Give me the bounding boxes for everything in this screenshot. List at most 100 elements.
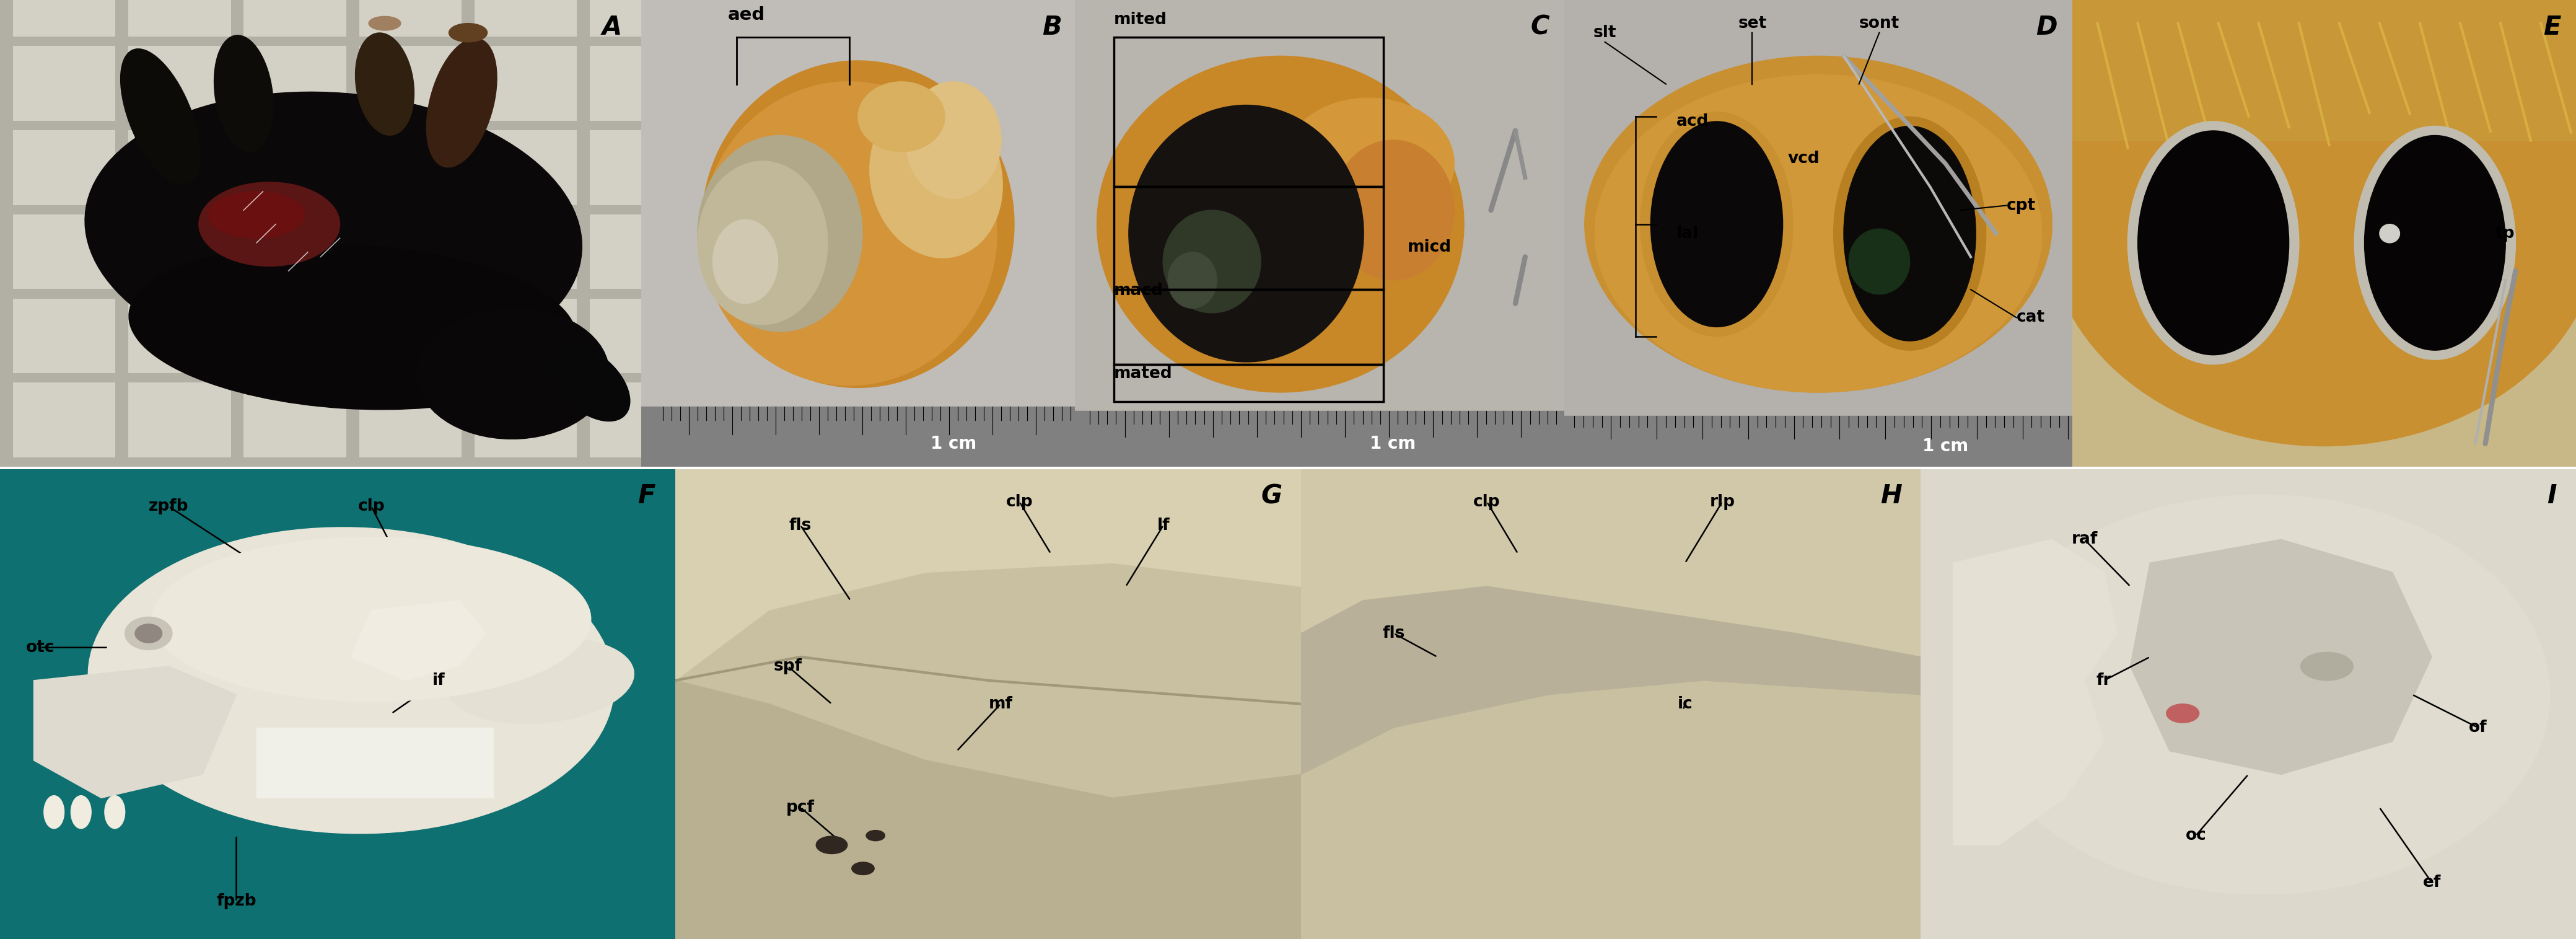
Text: if: if: [433, 672, 446, 688]
Ellipse shape: [853, 862, 873, 875]
Ellipse shape: [1162, 210, 1260, 313]
Text: lf: lf: [1157, 517, 1170, 533]
Text: spf: spf: [773, 658, 801, 674]
Ellipse shape: [701, 61, 1015, 388]
Ellipse shape: [1167, 253, 1216, 308]
Bar: [1564, 416, 2071, 467]
Ellipse shape: [1973, 495, 2550, 894]
Polygon shape: [2130, 539, 2432, 775]
Bar: [2071, 0, 2576, 140]
Ellipse shape: [1625, 709, 1718, 747]
Polygon shape: [33, 667, 237, 798]
Ellipse shape: [1834, 116, 1986, 350]
Text: mated: mated: [1113, 365, 1172, 381]
Ellipse shape: [1283, 98, 1455, 229]
Ellipse shape: [1641, 112, 1793, 336]
Ellipse shape: [88, 528, 613, 834]
Ellipse shape: [214, 36, 273, 151]
Text: E: E: [2543, 14, 2561, 40]
Bar: [1113, 187, 1383, 289]
Text: 1 cm: 1 cm: [1370, 435, 1417, 453]
Ellipse shape: [2354, 126, 2517, 360]
Ellipse shape: [714, 220, 778, 303]
Text: D: D: [2035, 14, 2058, 40]
Ellipse shape: [368, 16, 402, 30]
Text: H: H: [1880, 483, 1901, 509]
Text: lal: lal: [1677, 225, 1698, 241]
Text: fls: fls: [788, 517, 811, 533]
Ellipse shape: [446, 638, 634, 724]
Ellipse shape: [72, 795, 90, 828]
Ellipse shape: [1128, 105, 1363, 362]
Ellipse shape: [355, 33, 415, 135]
Text: vcd: vcd: [1788, 151, 1819, 167]
Ellipse shape: [134, 624, 162, 643]
Bar: [641, 407, 1074, 467]
Ellipse shape: [121, 49, 201, 185]
Ellipse shape: [2138, 131, 2290, 355]
Text: 1 cm: 1 cm: [1922, 438, 1968, 454]
Ellipse shape: [907, 82, 1002, 198]
Polygon shape: [675, 469, 1301, 681]
Polygon shape: [675, 681, 1301, 939]
Bar: [1113, 289, 1383, 364]
Bar: [258, 728, 492, 798]
Text: aed: aed: [729, 6, 765, 23]
Text: mited: mited: [1113, 12, 1167, 28]
Text: macd: macd: [1113, 283, 1164, 299]
Ellipse shape: [866, 830, 886, 840]
Polygon shape: [1953, 539, 2117, 845]
Ellipse shape: [124, 617, 173, 650]
Text: clp: clp: [358, 499, 384, 515]
Text: tp: tp: [2496, 225, 2514, 241]
Text: set: set: [1739, 15, 1767, 31]
Ellipse shape: [209, 192, 304, 239]
Ellipse shape: [698, 162, 827, 325]
Text: A: A: [603, 14, 621, 40]
Ellipse shape: [417, 308, 608, 439]
Text: of: of: [2468, 719, 2486, 735]
Text: fls: fls: [1383, 625, 1404, 641]
Text: fr: fr: [2097, 672, 2112, 688]
Ellipse shape: [1850, 229, 1909, 294]
Ellipse shape: [2300, 653, 2352, 681]
Ellipse shape: [106, 795, 124, 828]
Ellipse shape: [2048, 2, 2576, 446]
Text: F: F: [636, 483, 654, 509]
Text: mf: mf: [989, 696, 1012, 712]
Text: G: G: [1262, 483, 1283, 509]
Ellipse shape: [428, 38, 497, 167]
Text: C: C: [1530, 14, 1551, 40]
Text: I: I: [2548, 483, 2555, 509]
Bar: [1113, 364, 1383, 402]
Text: slt: slt: [1595, 24, 1618, 40]
Ellipse shape: [817, 836, 848, 854]
Ellipse shape: [1332, 140, 1455, 280]
Ellipse shape: [1584, 56, 2053, 393]
Polygon shape: [1301, 681, 1922, 939]
Text: zpfb: zpfb: [149, 499, 188, 515]
Ellipse shape: [152, 537, 590, 701]
Text: 1 cm: 1 cm: [930, 435, 976, 453]
Text: ic: ic: [1677, 696, 1692, 712]
Ellipse shape: [871, 97, 1002, 258]
Ellipse shape: [698, 135, 863, 331]
Ellipse shape: [2166, 704, 2200, 723]
Polygon shape: [1301, 469, 1922, 657]
Polygon shape: [350, 601, 487, 681]
Ellipse shape: [85, 92, 582, 375]
Text: sont: sont: [1860, 15, 1899, 31]
Text: raf: raf: [2071, 531, 2097, 547]
Text: oc: oc: [2184, 827, 2205, 843]
Ellipse shape: [44, 795, 64, 828]
Text: ef: ef: [2421, 874, 2442, 891]
Text: cat: cat: [2017, 310, 2045, 326]
Ellipse shape: [1844, 126, 1976, 341]
Ellipse shape: [129, 244, 577, 409]
Ellipse shape: [858, 82, 945, 152]
Text: cpt: cpt: [2007, 197, 2035, 213]
Text: otc: otc: [26, 639, 54, 655]
Ellipse shape: [2128, 121, 2298, 364]
Ellipse shape: [1651, 121, 1783, 327]
Ellipse shape: [1595, 75, 2043, 393]
